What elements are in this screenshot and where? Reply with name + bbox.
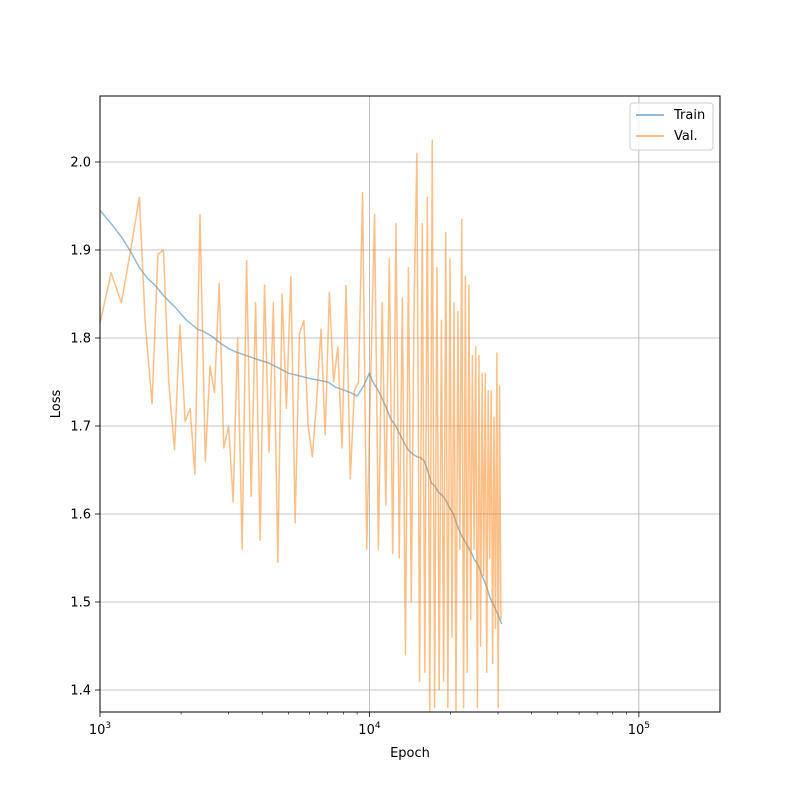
y-tick-label: 1.5 xyxy=(70,596,91,611)
y-tick-label: 1.8 xyxy=(70,332,91,347)
x-tick-label: 105 xyxy=(628,721,650,738)
x-tick-exponent: 4 xyxy=(375,721,381,731)
x-tick-exponent: 3 xyxy=(105,721,111,731)
legend: Train Val. xyxy=(629,102,714,151)
y-tick-label: 1.9 xyxy=(70,244,91,259)
x-tick-label: 104 xyxy=(358,721,381,738)
legend-label-train: Train xyxy=(673,108,705,123)
x-tick-base: 10 xyxy=(358,723,375,738)
x-tick-base: 10 xyxy=(89,723,106,738)
x-tick-label: 103 xyxy=(89,721,111,738)
y-axis-label: Loss xyxy=(49,390,64,419)
legend-label-val: Val. xyxy=(674,129,698,144)
y-tick-label: 1.6 xyxy=(70,508,91,523)
plot-frame xyxy=(99,95,721,713)
plot-area xyxy=(100,139,503,712)
y-tick-label: 1.7 xyxy=(70,420,91,435)
x-tick-exponent: 5 xyxy=(644,721,650,731)
y-tick-label: 1.4 xyxy=(70,684,91,699)
x-tick-base: 10 xyxy=(628,723,645,738)
series-line-val xyxy=(100,139,502,712)
x-axis-label: Epoch xyxy=(390,746,430,761)
series-lines xyxy=(100,139,503,712)
y-tick-label: 2.0 xyxy=(70,156,91,171)
